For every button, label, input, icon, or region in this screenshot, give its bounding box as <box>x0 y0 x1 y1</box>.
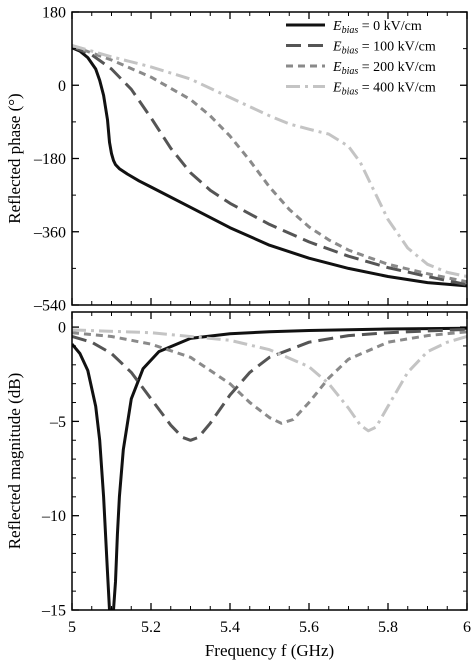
legend-value: = 0 kV/cm <box>358 19 422 34</box>
legend-subscript: bias <box>342 46 359 57</box>
x-tick-label: 6 <box>463 619 471 636</box>
y-tick-label: 0 <box>58 78 66 95</box>
legend-value: = 200 kV/cm <box>358 60 436 75</box>
legend-value: = 400 kV/cm <box>358 81 436 96</box>
x-tick-label: 5.4 <box>220 619 240 636</box>
series-line-e100 <box>72 45 467 287</box>
x-tick-label: 5.2 <box>141 619 161 636</box>
series-line-e0 <box>72 326 467 610</box>
x-tick-label: 5 <box>68 619 76 636</box>
legend-symbol: E <box>332 81 342 96</box>
legend-symbol: E <box>332 40 342 55</box>
series-line-e200 <box>72 330 467 425</box>
legend-value: = 100 kV/cm <box>358 40 436 55</box>
series-line-e400 <box>72 43 467 278</box>
series-group <box>72 326 467 610</box>
legend-label-e0: Ebias = 0 kV/cm <box>332 19 422 36</box>
legend-label-e400: Ebias = 400 kV/cm <box>332 81 436 98</box>
plot-frame <box>71 11 468 306</box>
series-group <box>72 43 467 288</box>
y-tick-label: –180 <box>33 151 66 168</box>
legend-subscript: bias <box>342 66 359 77</box>
series-line-e400 <box>72 328 467 433</box>
series-line-e200 <box>72 44 467 284</box>
legend-subscript: bias <box>342 87 359 98</box>
y-tick-label: –5 <box>49 414 66 431</box>
series-line-e0 <box>72 46 467 288</box>
x-axis-label: Frequency f (GHz) <box>205 641 334 660</box>
y-tick-label: –360 <box>33 224 66 241</box>
y-tick-label: 0 <box>58 320 66 337</box>
y-tick-label: 180 <box>42 5 66 22</box>
x-tick-label: 5.6 <box>299 619 319 636</box>
y-tick-label: –15 <box>41 603 66 620</box>
y-axis-label: Reflected phase (°) <box>5 93 24 223</box>
legend-label-e100: Ebias = 100 kV/cm <box>332 40 436 57</box>
magnitude-chart-panel: 0 –5 –10 –155 5.2 5.4 5.6 5.8 6 Reflected magnitu… <box>5 311 471 660</box>
y-tick-label: –10 <box>41 508 66 525</box>
legend-symbol: E <box>332 60 342 75</box>
legend-label-e200: Ebias = 200 kV/cm <box>332 60 436 77</box>
series-line-e100 <box>72 327 467 442</box>
legend-symbol: E <box>332 19 342 34</box>
x-tick-label: 5.8 <box>378 619 398 636</box>
y-axis-label: Reflected magnitude (dB) <box>5 373 24 550</box>
y-tick-label: –540 <box>33 298 66 315</box>
legend-subscript: bias <box>342 25 359 36</box>
phase-chart-panel: 180 0 –180 –360 –540 Reflected phase (°) Ebias… <box>5 5 468 315</box>
